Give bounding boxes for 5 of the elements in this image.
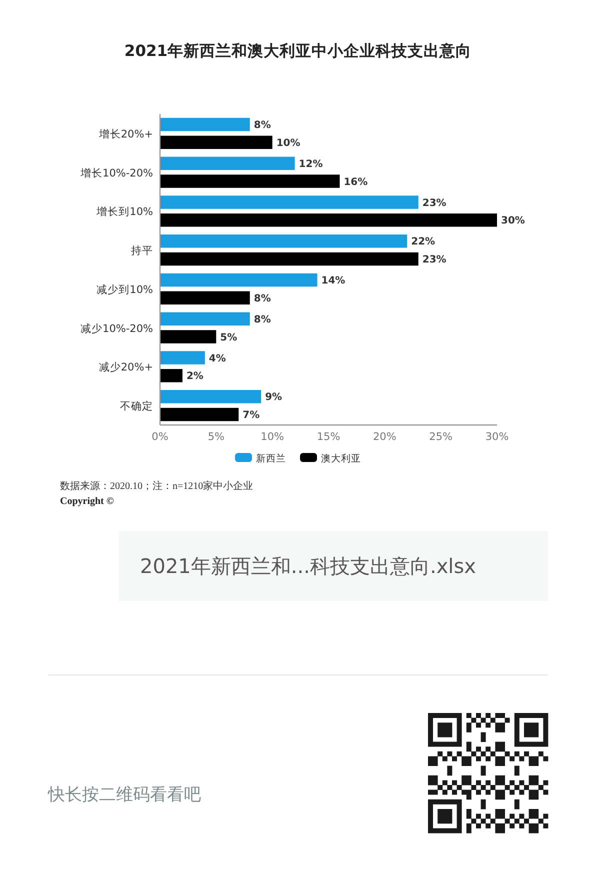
title: 2021年新西兰和澳大利亚中小企业科技支出意向 <box>124 42 472 60</box>
annotation: 数据来源：2020.10；注：n=1210家中小企业 <box>60 481 254 492</box>
annotation: 快长按二维码看看吧 <box>48 785 201 805</box>
annotation: Copyright © <box>60 496 114 507</box>
annotation: 2021年新西兰和...科技支出意向.xlsx <box>140 554 476 578</box>
